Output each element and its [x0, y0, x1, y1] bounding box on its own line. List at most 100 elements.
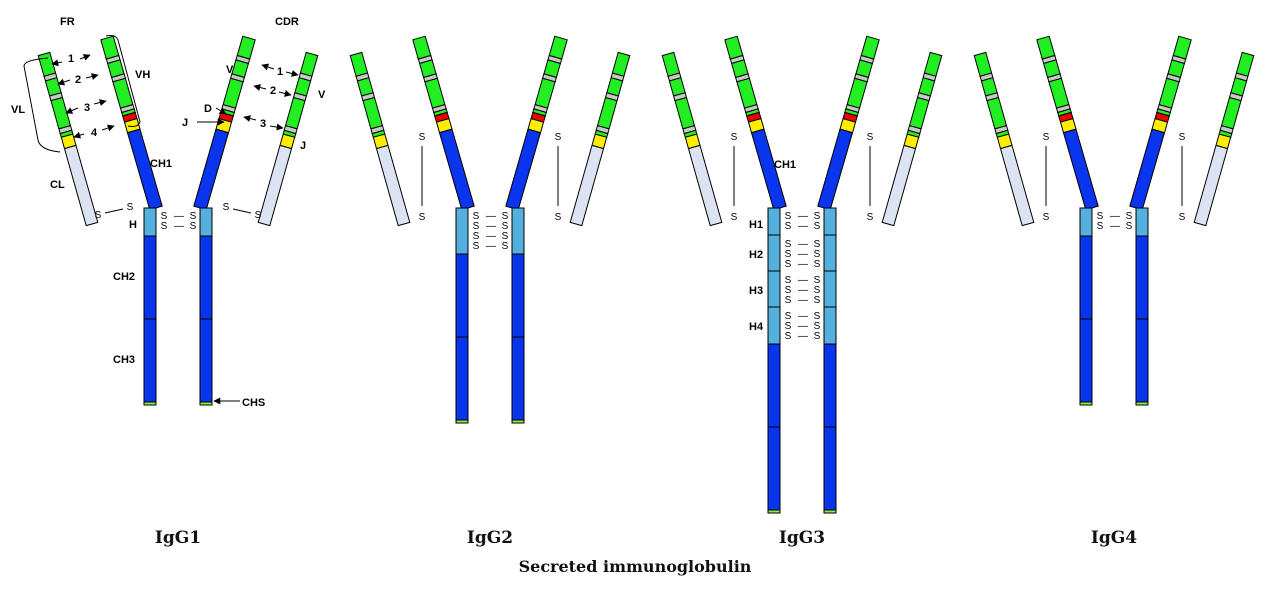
ch2-domain: [456, 254, 468, 337]
sulfur-atom: S: [731, 212, 738, 223]
light-heavy-bond: [233, 209, 251, 213]
fr3-segment: [363, 98, 383, 129]
chs-tail: [1080, 402, 1092, 405]
fr1-segment: [1236, 52, 1253, 76]
hinge-region: [200, 208, 212, 236]
hinge-region: [144, 208, 156, 236]
hinge-region: [1080, 208, 1092, 236]
sulfur-atom: S: [1179, 212, 1186, 223]
fr3-segment: [286, 98, 306, 129]
title-igg2: IgG2: [467, 528, 513, 548]
label-fr: FR: [60, 16, 75, 28]
sulfur-atom: S: [1043, 132, 1050, 143]
fr-number-3: 3: [84, 102, 90, 114]
cdr-arrow: [244, 117, 256, 120]
label-v-light: V: [318, 89, 326, 101]
sulfur-atom: S: [785, 331, 792, 342]
sulfur-atom: S: [867, 212, 874, 223]
cl-domain: [570, 145, 603, 225]
hinge-region: [824, 208, 836, 344]
fr3-segment: [1159, 78, 1179, 108]
hinge-label-h1: H1: [749, 219, 763, 231]
fr-arrow: [58, 80, 70, 84]
disulfide-bond: —: [798, 331, 808, 342]
sulfur-atom: S: [785, 295, 792, 306]
sulfur-atom: S: [555, 132, 562, 143]
cdr-arrow: [270, 126, 283, 128]
cdr-number-3: 3: [260, 118, 266, 130]
label-j-heavy: J: [182, 117, 188, 129]
ch3-domain: [824, 427, 836, 510]
ch1-domain: [1130, 129, 1165, 210]
ch2-domain: [144, 236, 156, 319]
ch3-domain: [512, 337, 524, 420]
sulfur-atom: S: [502, 241, 509, 252]
fr-arrow: [74, 134, 84, 137]
cdr-arrow: [279, 92, 291, 95]
fr3-segment: [425, 78, 445, 108]
label-ch1: CH1: [150, 158, 172, 170]
chs-tail: [768, 510, 780, 513]
title-igg1: IgG1: [155, 528, 201, 548]
fr-arrow: [80, 55, 90, 59]
fr3-segment: [1049, 78, 1069, 108]
fr3-segment: [987, 98, 1007, 129]
ch2-domain: [1136, 236, 1148, 319]
ch3-domain: [200, 319, 212, 402]
sulfur-atom: S: [814, 331, 821, 342]
sulfur-atom: S: [814, 259, 821, 270]
ch3-domain: [1136, 319, 1148, 402]
hinge-region: [1136, 208, 1148, 236]
ch2-domain: [824, 344, 836, 427]
sulfur-atom: S: [473, 241, 480, 252]
label-d: D: [204, 103, 212, 115]
fr3-segment: [675, 98, 695, 129]
fr-number-1: 1: [68, 53, 74, 65]
sulfur-atom: S: [127, 202, 134, 213]
hinge-region: [456, 208, 468, 254]
fr1-segment: [974, 52, 991, 76]
label-j-light: J: [300, 140, 306, 152]
cl-domain: [1001, 145, 1034, 225]
sulfur-atom: S: [419, 132, 426, 143]
fr1-segment: [38, 52, 55, 76]
fr3-segment: [737, 78, 757, 108]
fr3-segment: [598, 98, 618, 129]
fr-arrow: [66, 108, 78, 113]
disulfide-bond: —: [798, 295, 808, 306]
fr-arrow: [52, 62, 62, 64]
sulfur-atom: S: [419, 212, 426, 223]
cdr-arrow: [286, 72, 298, 75]
fr1-segment: [662, 52, 679, 76]
hinge-region: [512, 208, 524, 254]
sulfur-atom: S: [223, 202, 230, 213]
fr1-segment: [413, 36, 431, 59]
sulfur-atom: S: [255, 210, 262, 221]
sulfur-atom: S: [1126, 221, 1133, 232]
label-cl: CL: [50, 179, 65, 191]
chs-tail: [824, 510, 836, 513]
sulfur-atom: S: [161, 221, 168, 232]
chs-tail: [456, 420, 468, 423]
ch1-domain: [818, 129, 853, 210]
label-ch2: CH2: [113, 271, 135, 283]
cl-domain: [1194, 145, 1227, 225]
ch3-domain: [456, 337, 468, 420]
chs-tail: [144, 402, 156, 405]
fr1-segment: [300, 52, 317, 76]
fr-arrow: [94, 101, 106, 104]
fr3-segment: [51, 98, 71, 129]
sulfur-atom: S: [814, 221, 821, 232]
label-cdr: CDR: [275, 16, 299, 28]
title-igg3: IgG3: [779, 528, 825, 548]
figure-caption: Secreted immunoglobulin: [519, 557, 752, 576]
sulfur-atom: S: [1179, 132, 1186, 143]
fr-number-2: 2: [75, 74, 81, 86]
label-ch3: CH3: [113, 354, 135, 366]
hinge-label-h4: H4: [749, 321, 764, 333]
ch3-domain: [768, 427, 780, 510]
fr1-segment: [549, 36, 567, 59]
sulfur-atom: S: [814, 295, 821, 306]
fr-number-4: 4: [91, 127, 98, 139]
